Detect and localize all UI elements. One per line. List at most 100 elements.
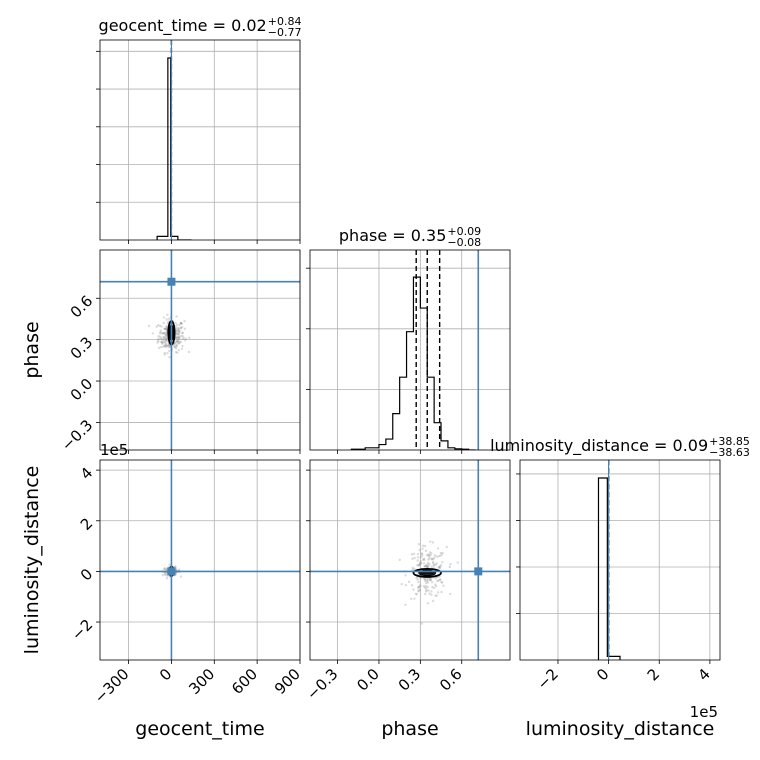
panel-ld-vs-geocent-sample-1 xyxy=(174,565,177,568)
panel-ld-vs-phase-sample-82 xyxy=(427,558,430,561)
panel-phase-vs-geocent-sample-160 xyxy=(159,331,162,334)
panel-phase-vs-geocent-sample-127 xyxy=(175,326,178,329)
panel-ld-vs-phase-sample-8 xyxy=(426,577,429,580)
phase-y-ticklabel-1: 0.0 xyxy=(67,375,97,405)
panel-ld-vs-phase-sample-58 xyxy=(423,565,427,568)
panel-ld-vs-phase-sample-68 xyxy=(428,555,431,558)
panel-ld-vs-phase-sample-94 xyxy=(425,588,428,592)
panel-ld-vs-phase-sample-26 xyxy=(411,568,414,571)
panel-phase-vs-geocent-sample-123 xyxy=(161,332,164,335)
panel-phase-vs-geocent-sample-96 xyxy=(159,332,162,335)
panel-phase-vs-geocent-sample-122 xyxy=(155,325,158,328)
panel-ld-vs-phase-sample-141 xyxy=(430,552,433,555)
panel-ld-vs-phase-sample-108 xyxy=(407,580,411,584)
panel-phase-vs-geocent-sample-105 xyxy=(173,346,176,349)
panel-ld-vs-geocent-sample-86 xyxy=(164,568,167,571)
panel-ld-vs-phase-sample-171 xyxy=(431,560,435,564)
panel-phase-vs-geocent-sample-191 xyxy=(161,332,164,335)
panel-ld-vs-phase-sample-35 xyxy=(421,544,425,548)
panel-ld-vs-phase-sample-4 xyxy=(441,551,444,555)
title-geocent-time-minus: −0.77 xyxy=(268,26,302,39)
panel-ld-vs-phase-sample-81 xyxy=(415,593,419,596)
panel-ld-vs-phase-sample-56 xyxy=(429,540,432,543)
panel-phase-vs-geocent-sample-20 xyxy=(177,349,181,352)
panel-ld-vs-phase-sample-112 xyxy=(423,577,426,581)
panel-ld-vs-phase-sample-139 xyxy=(413,556,416,560)
panel-phase-vs-geocent-sample-128 xyxy=(172,344,176,347)
panel-ld-vs-phase-sample-172 xyxy=(418,577,422,580)
panel-phase-vs-geocent-sample-116 xyxy=(165,337,168,340)
panel-ld-vs-phase-sample-194 xyxy=(424,580,427,583)
panel-ld-vs-phase-sample-149 xyxy=(419,560,423,563)
panel-phase-vs-geocent-sample-85 xyxy=(177,337,181,340)
panel-phase-vs-geocent-sample-144 xyxy=(177,330,180,334)
panel-ld-vs-phase-frame xyxy=(309,459,511,661)
panel-ld-vs-phase-sample-0 xyxy=(423,544,427,548)
panel-ld-vs-phase-sample-65 xyxy=(417,580,420,584)
panel-phase-vs-geocent-sample-186 xyxy=(181,344,184,348)
panel-ld-vs-phase-sample-197 xyxy=(416,559,419,562)
title-phase-plus: +0.09 xyxy=(447,225,481,238)
panel-phase-vs-geocent-sample-52 xyxy=(165,334,168,338)
title-geocent-time-value: geocent_time = 0.02 xyxy=(99,16,267,36)
panel-phase-vs-geocent-sample-181 xyxy=(161,342,164,346)
panel-phase-vs-geocent-sample-111 xyxy=(160,325,163,328)
panel-phase-vs-geocent-sample-219 xyxy=(157,340,160,343)
panel-ld-vs-phase-sample-16 xyxy=(433,563,436,566)
geocent-x-ticklabel-4: 900 xyxy=(271,665,304,698)
panel-phase-vs-geocent-sample-185 xyxy=(184,337,188,340)
panel-ld-vs-phase-sample-173 xyxy=(424,549,428,552)
panel-ld-vs-phase-sample-104 xyxy=(438,554,442,558)
panel-ld-vs-phase-sample-99 xyxy=(424,590,428,593)
xlabel-luminosity-distance: luminosity_distance xyxy=(526,718,715,740)
panel-ld-vs-phase-sample-135 xyxy=(423,586,426,589)
panel-phase-vs-geocent-sample-205 xyxy=(174,347,178,350)
panel-ld-vs-phase-sample-169 xyxy=(434,577,437,580)
panel-phase-vs-geocent-sample-35 xyxy=(163,341,167,344)
panel-ld-vs-phase-sample-62 xyxy=(416,563,419,567)
panel-ld-vs-phase-sample-123 xyxy=(420,552,423,555)
panel-phase-vs-geocent-sample-83 xyxy=(167,344,170,347)
panel-ld-vs-phase-sample-24 xyxy=(412,552,416,556)
panel-ld-vs-phase-sample-54 xyxy=(422,557,426,560)
panel-ld-vs-phase-sample-155 xyxy=(416,556,420,559)
panel-ld-vs-phase-sample-17 xyxy=(427,561,430,565)
panel-ld-vs-phase-sample-116 xyxy=(419,585,422,588)
panel-ld-vs-phase-sample-103 xyxy=(427,589,430,592)
panel-ld-vs-phase-sample-136 xyxy=(425,584,428,588)
panel-ld-vs-phase-sample-175 xyxy=(442,584,445,587)
panel-phase-vs-geocent-sample-22 xyxy=(165,336,168,339)
title-geocent-time: geocent_time = 0.02 +0.84−0.77 xyxy=(99,15,302,39)
panel-ld-vs-geocent-sample-19 xyxy=(162,567,166,571)
ld-y-ticklabel-1: 0 xyxy=(77,565,96,584)
panel-phase-vs-geocent-sample-86 xyxy=(176,333,179,336)
ld-x-ticklabel-3: 4 xyxy=(694,665,713,684)
panel-phase-vs-geocent-sample-131 xyxy=(177,339,180,342)
panel-ld-vs-phase-sample-180 xyxy=(438,567,442,570)
panel-geocent-hist-histogram xyxy=(156,57,192,240)
panel-ld-vs-phase-sample-177 xyxy=(432,586,436,590)
ld-y-ticklabel-3: 4 xyxy=(77,464,96,483)
panel-phase-vs-geocent-sample-207 xyxy=(160,340,163,344)
panel-ld-vs-geocent-sample-0 xyxy=(177,568,181,571)
panel-ld-vs-phase-sample-61 xyxy=(423,578,427,582)
panel-ld-vs-phase-sample-40 xyxy=(434,583,437,586)
panel-phase-vs-geocent-sample-217 xyxy=(175,340,178,344)
panel-ld-vs-phase-sample-36 xyxy=(428,557,431,560)
panel-ld-vs-phase-injection-marker xyxy=(474,567,483,576)
panel-phase-hist-frame xyxy=(309,249,511,451)
panel-phase-vs-geocent-sample-258 xyxy=(165,324,169,328)
panel-ld-vs-phase-sample-83 xyxy=(413,567,416,571)
panel-ld-vs-phase-sample-15 xyxy=(419,562,423,565)
panel-ld-vs-geocent-injection-marker xyxy=(167,567,176,576)
panel-ld-vs-phase-sample-105 xyxy=(427,553,430,556)
geocent-x-ticklabel-2: 300 xyxy=(185,665,218,698)
panel-ld-vs-phase-sample-22 xyxy=(432,556,436,560)
panel-phase-vs-geocent-sample-142 xyxy=(164,343,167,346)
panel-ld-vs-phase-sample-10 xyxy=(425,581,428,585)
title-phase-minus: −0.08 xyxy=(447,236,481,249)
panel-phase-vs-geocent-sample-61 xyxy=(175,323,179,327)
panel-ld-vs-phase-sample-137 xyxy=(428,551,432,554)
panel-ld-vs-phase-sample-91 xyxy=(417,589,421,592)
